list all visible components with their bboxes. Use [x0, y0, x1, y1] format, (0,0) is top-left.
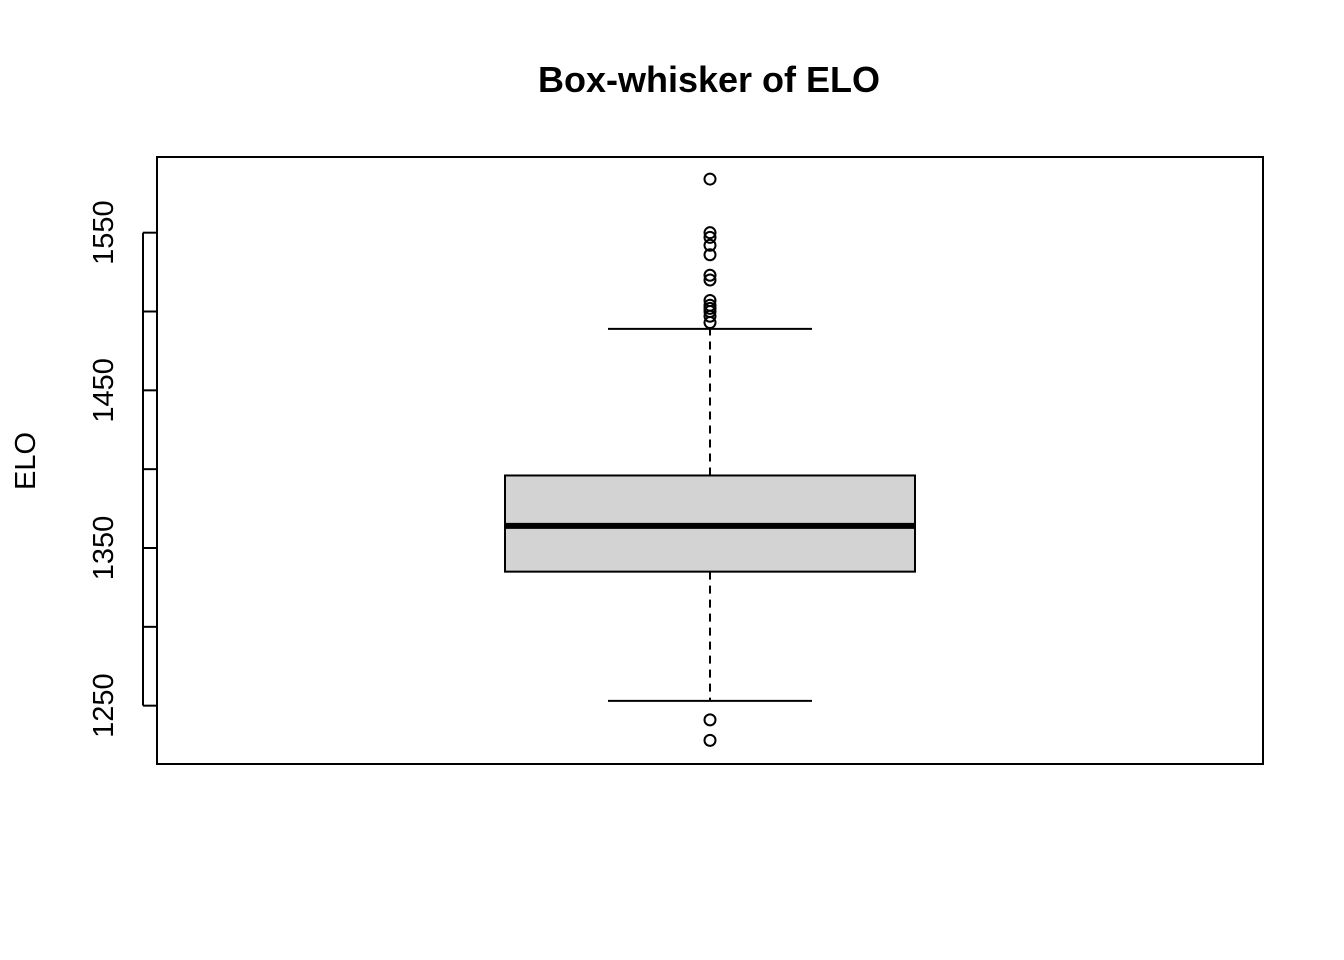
- outlier-point: [703, 172, 717, 186]
- outlier-point: [703, 273, 717, 287]
- outlier-point: [703, 733, 717, 747]
- outlier-point: [703, 238, 717, 252]
- chart-title: Box-whisker of ELO: [538, 59, 880, 100]
- y-axis-ticks: 1250 1350 1450 1550: [88, 200, 157, 738]
- outlier-point: [703, 248, 717, 262]
- y-axis-label: ELO: [10, 432, 42, 490]
- box-plot: [504, 172, 916, 747]
- outlier-point: [703, 230, 717, 244]
- outlier-point: [703, 309, 717, 323]
- y-tick-label: 1250: [88, 673, 120, 738]
- plot-frame: [156, 156, 1264, 765]
- y-tick-label: 1450: [88, 358, 120, 423]
- y-tick-label: 1550: [88, 200, 120, 265]
- outlier-point: [703, 268, 717, 282]
- y-tick-label: 1350: [88, 516, 120, 581]
- outlier-point: [703, 226, 717, 240]
- outlier-point: [703, 713, 717, 727]
- outlier-point: [703, 316, 717, 330]
